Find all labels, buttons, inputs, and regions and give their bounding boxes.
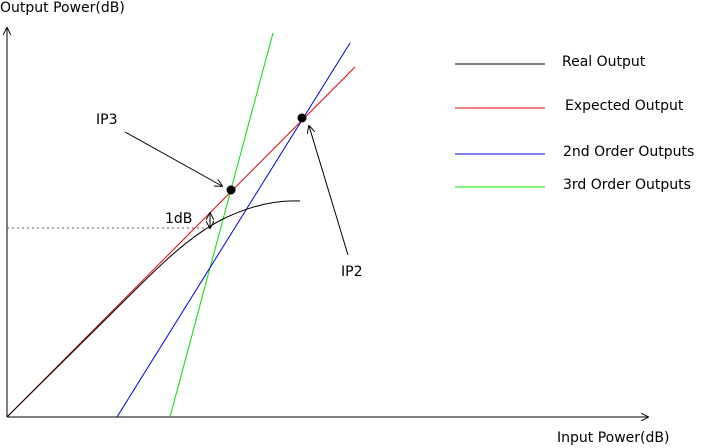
second-order-line: [116, 42, 351, 418]
real-output-curve: [6, 200, 301, 418]
legend-label: Real Output: [562, 54, 646, 70]
y-axis-label: Output Power(dB): [0, 0, 125, 16]
one-db-label: 1dB: [165, 211, 192, 227]
ip3-point: [226, 185, 236, 195]
third-order-line: [169, 32, 274, 418]
legend-label: 3rd Order Outputs: [563, 177, 691, 193]
ip2-label: IP2: [341, 264, 362, 280]
ip2-arrow: [309, 126, 349, 256]
x-axis-label: Input Power(dB): [557, 430, 669, 446]
ip2-point: [297, 113, 307, 123]
legend: Real Output Expected Output 2nd Order Outp…: [455, 54, 694, 193]
ip3-arrow: [124, 131, 222, 186]
ip3-label: IP3: [96, 112, 117, 128]
legend-label: Expected Output: [565, 98, 684, 114]
legend-label: 2nd Order Outputs: [563, 144, 694, 160]
expected-line: [6, 66, 356, 418]
